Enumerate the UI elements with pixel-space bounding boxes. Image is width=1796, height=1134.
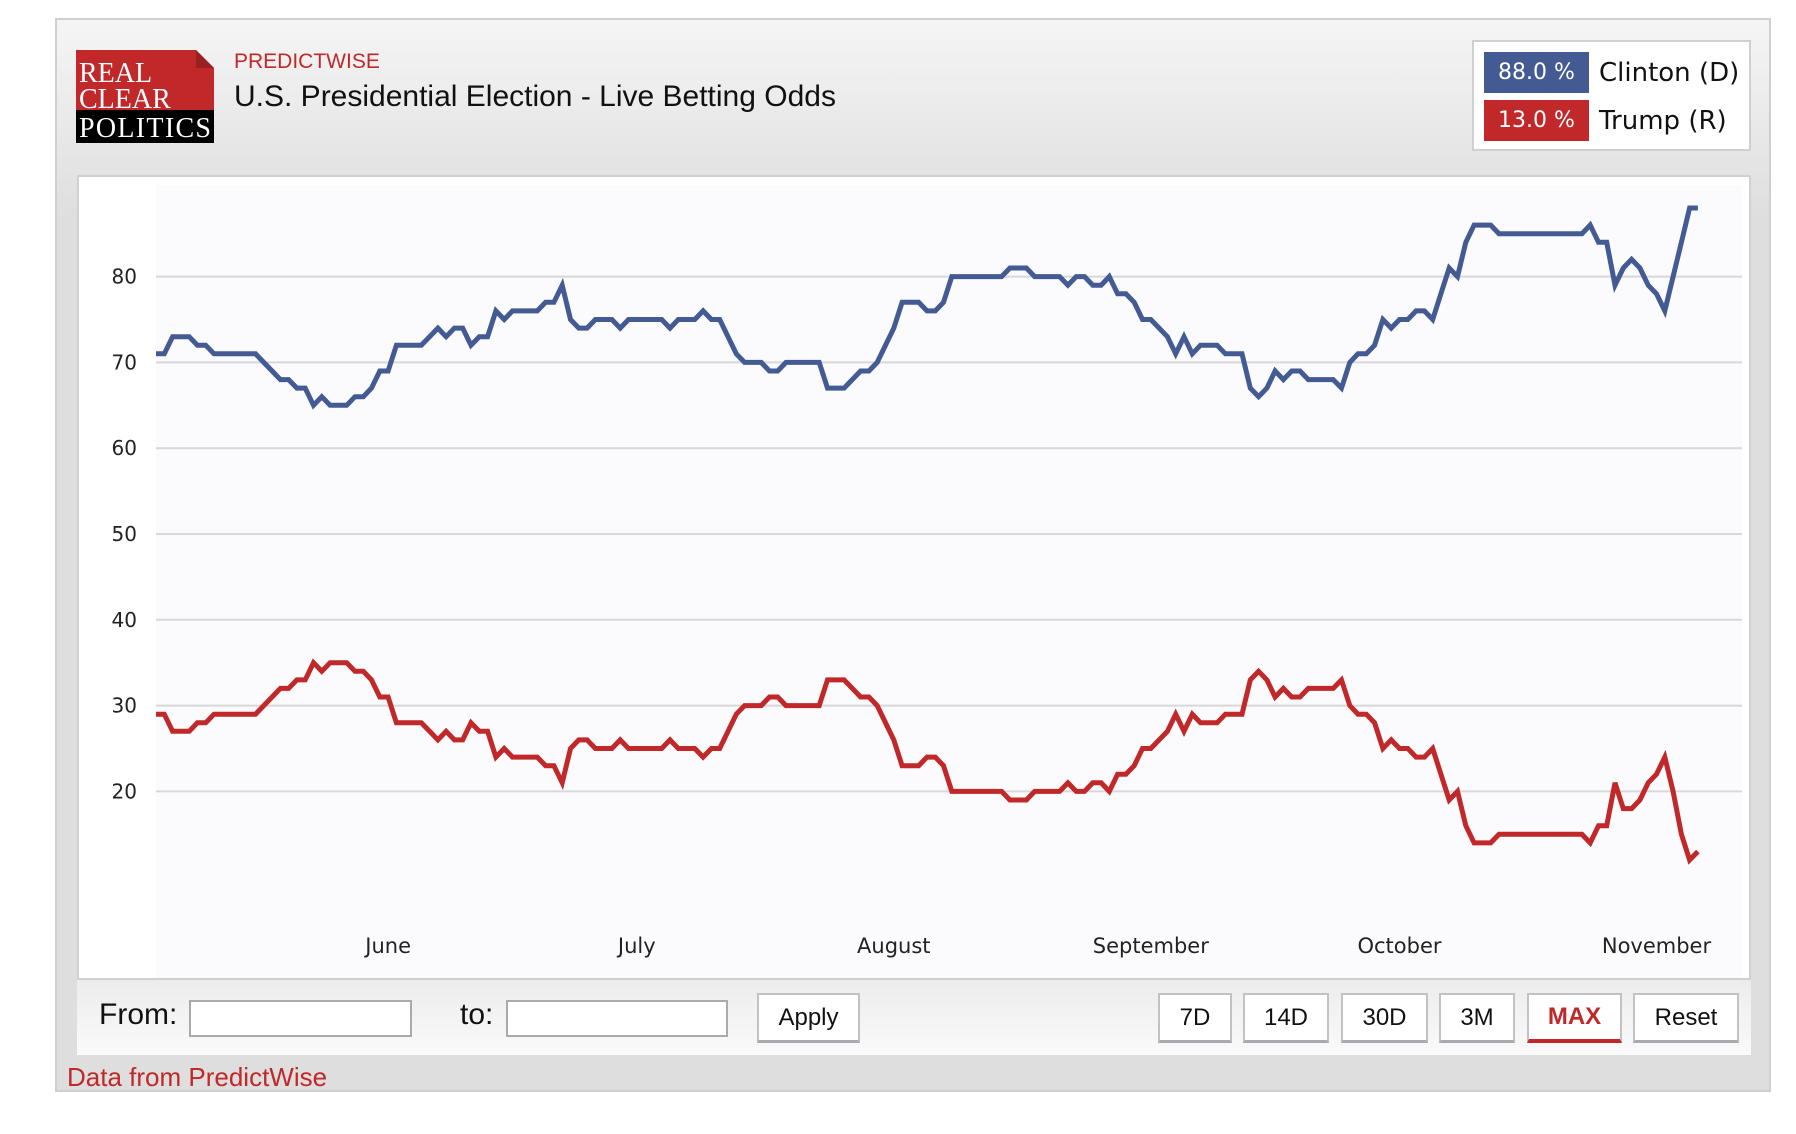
- range-14d-button[interactable]: 14D: [1243, 993, 1329, 1043]
- trump-label: Trump (R): [1599, 105, 1727, 136]
- y-tick-label: 30: [112, 694, 137, 718]
- x-tick-label: June: [363, 934, 411, 958]
- logo-text-politics: POLITICS: [79, 113, 211, 143]
- range-30d-button[interactable]: 30D: [1341, 993, 1428, 1043]
- current-odds-legend: 88.0 % Clinton (D) 13.0 % Trump (R): [1472, 40, 1751, 151]
- brand-label: PREDICTWISE: [234, 50, 380, 73]
- x-tick-label: September: [1093, 934, 1209, 958]
- logo-text-real: REAL: [79, 58, 152, 89]
- page-title: U.S. Presidential Election - Live Bettin…: [234, 80, 836, 113]
- range-3m-button[interactable]: 3M: [1439, 993, 1515, 1043]
- reset-button[interactable]: Reset: [1633, 993, 1739, 1043]
- trump-series-line: [156, 658, 1700, 865]
- x-tick-label: July: [616, 934, 656, 958]
- from-date-input[interactable]: [189, 1000, 412, 1037]
- realclearpolitics-logo: REAL CLEAR POLITICS: [76, 50, 214, 143]
- range-7d-button[interactable]: 7D: [1158, 993, 1232, 1043]
- to-label: to:: [460, 998, 494, 1031]
- y-tick-label: 60: [112, 436, 137, 460]
- chart-container: 20 30 40 50 60 70 80 June July August September Oct…: [77, 175, 1751, 1055]
- range-controls: From: to: Apply 7D 14D 30D 3M MAX Reset: [77, 978, 1751, 1055]
- x-tick-label: October: [1357, 934, 1441, 958]
- y-tick-label: 80: [112, 265, 137, 289]
- logo-text-clear: CLEAR: [79, 84, 171, 115]
- clinton-odds-value: 88.0 %: [1484, 52, 1589, 93]
- apply-button[interactable]: Apply: [757, 993, 860, 1043]
- to-date-input[interactable]: [506, 1000, 728, 1037]
- y-tick-label: 20: [112, 779, 137, 803]
- x-tick-label: August: [857, 934, 931, 958]
- x-tick-label: November: [1602, 934, 1712, 958]
- from-label: From:: [99, 998, 178, 1031]
- clinton-label: Clinton (D): [1599, 57, 1740, 88]
- legend-item-trump: 13.0 % Trump (R): [1484, 100, 1727, 141]
- plot-background: [156, 185, 1742, 980]
- legend-item-clinton: 88.0 % Clinton (D): [1484, 52, 1739, 93]
- y-tick-label: 50: [112, 522, 137, 546]
- y-tick-label: 40: [112, 608, 137, 632]
- y-tick-label: 70: [112, 350, 137, 374]
- odds-line-chart: 20 30 40 50 60 70 80 June July August September Oct…: [112, 185, 1742, 980]
- data-source-link[interactable]: Data from PredictWise: [67, 1062, 328, 1092]
- trump-odds-value: 13.0 %: [1484, 100, 1589, 141]
- range-max-button[interactable]: MAX: [1527, 993, 1622, 1043]
- clinton-series-line: [156, 205, 1698, 410]
